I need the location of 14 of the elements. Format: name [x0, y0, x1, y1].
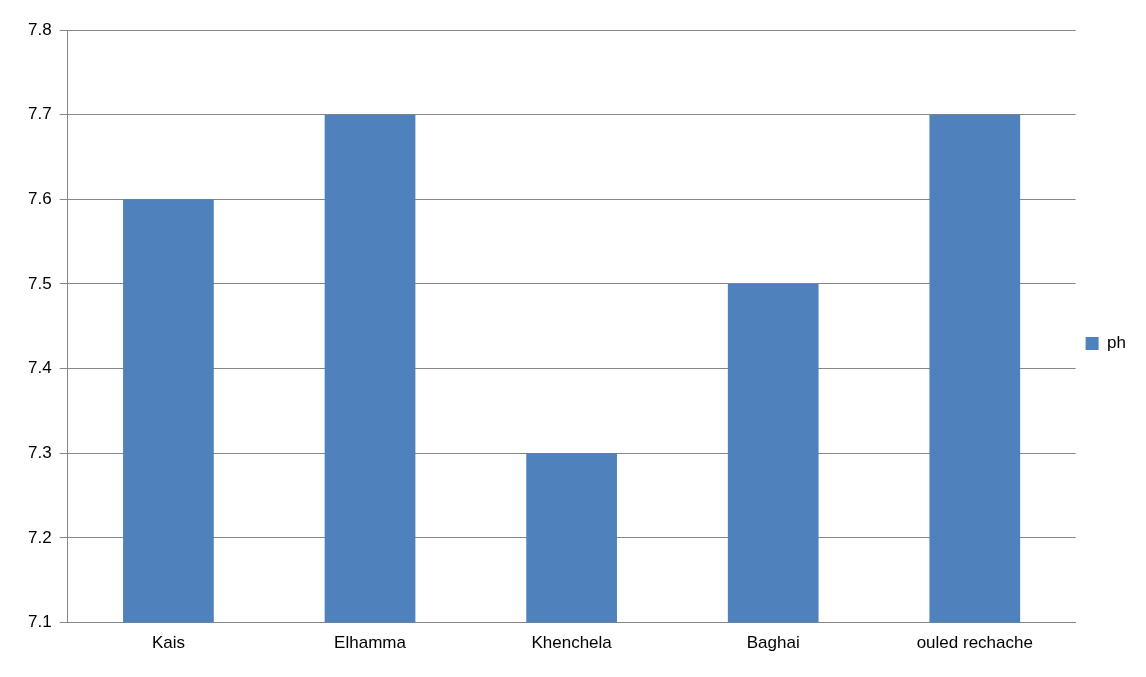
x-tick-label: Baghai	[746, 633, 800, 653]
legend-label: ph	[1107, 333, 1127, 353]
x-tick-label: Khenchela	[531, 633, 613, 653]
y-tick-label: 7.8	[27, 19, 52, 39]
x-tick-label: Elhamma	[334, 633, 407, 653]
y-tick-label: 7.1	[27, 612, 52, 632]
y-tick-label: 7.6	[27, 189, 52, 208]
y-tick-label: 7.4	[27, 358, 52, 378]
x-tick-label: Kais	[151, 633, 185, 653]
y-tick-label: 7.3	[27, 442, 52, 462]
y-tick-label: 7.2	[27, 527, 52, 547]
y-tick-label: 7.7	[27, 104, 52, 124]
y-tick-label: 7.5	[27, 273, 52, 293]
x-tick-label: ouled rechache	[916, 633, 1033, 653]
